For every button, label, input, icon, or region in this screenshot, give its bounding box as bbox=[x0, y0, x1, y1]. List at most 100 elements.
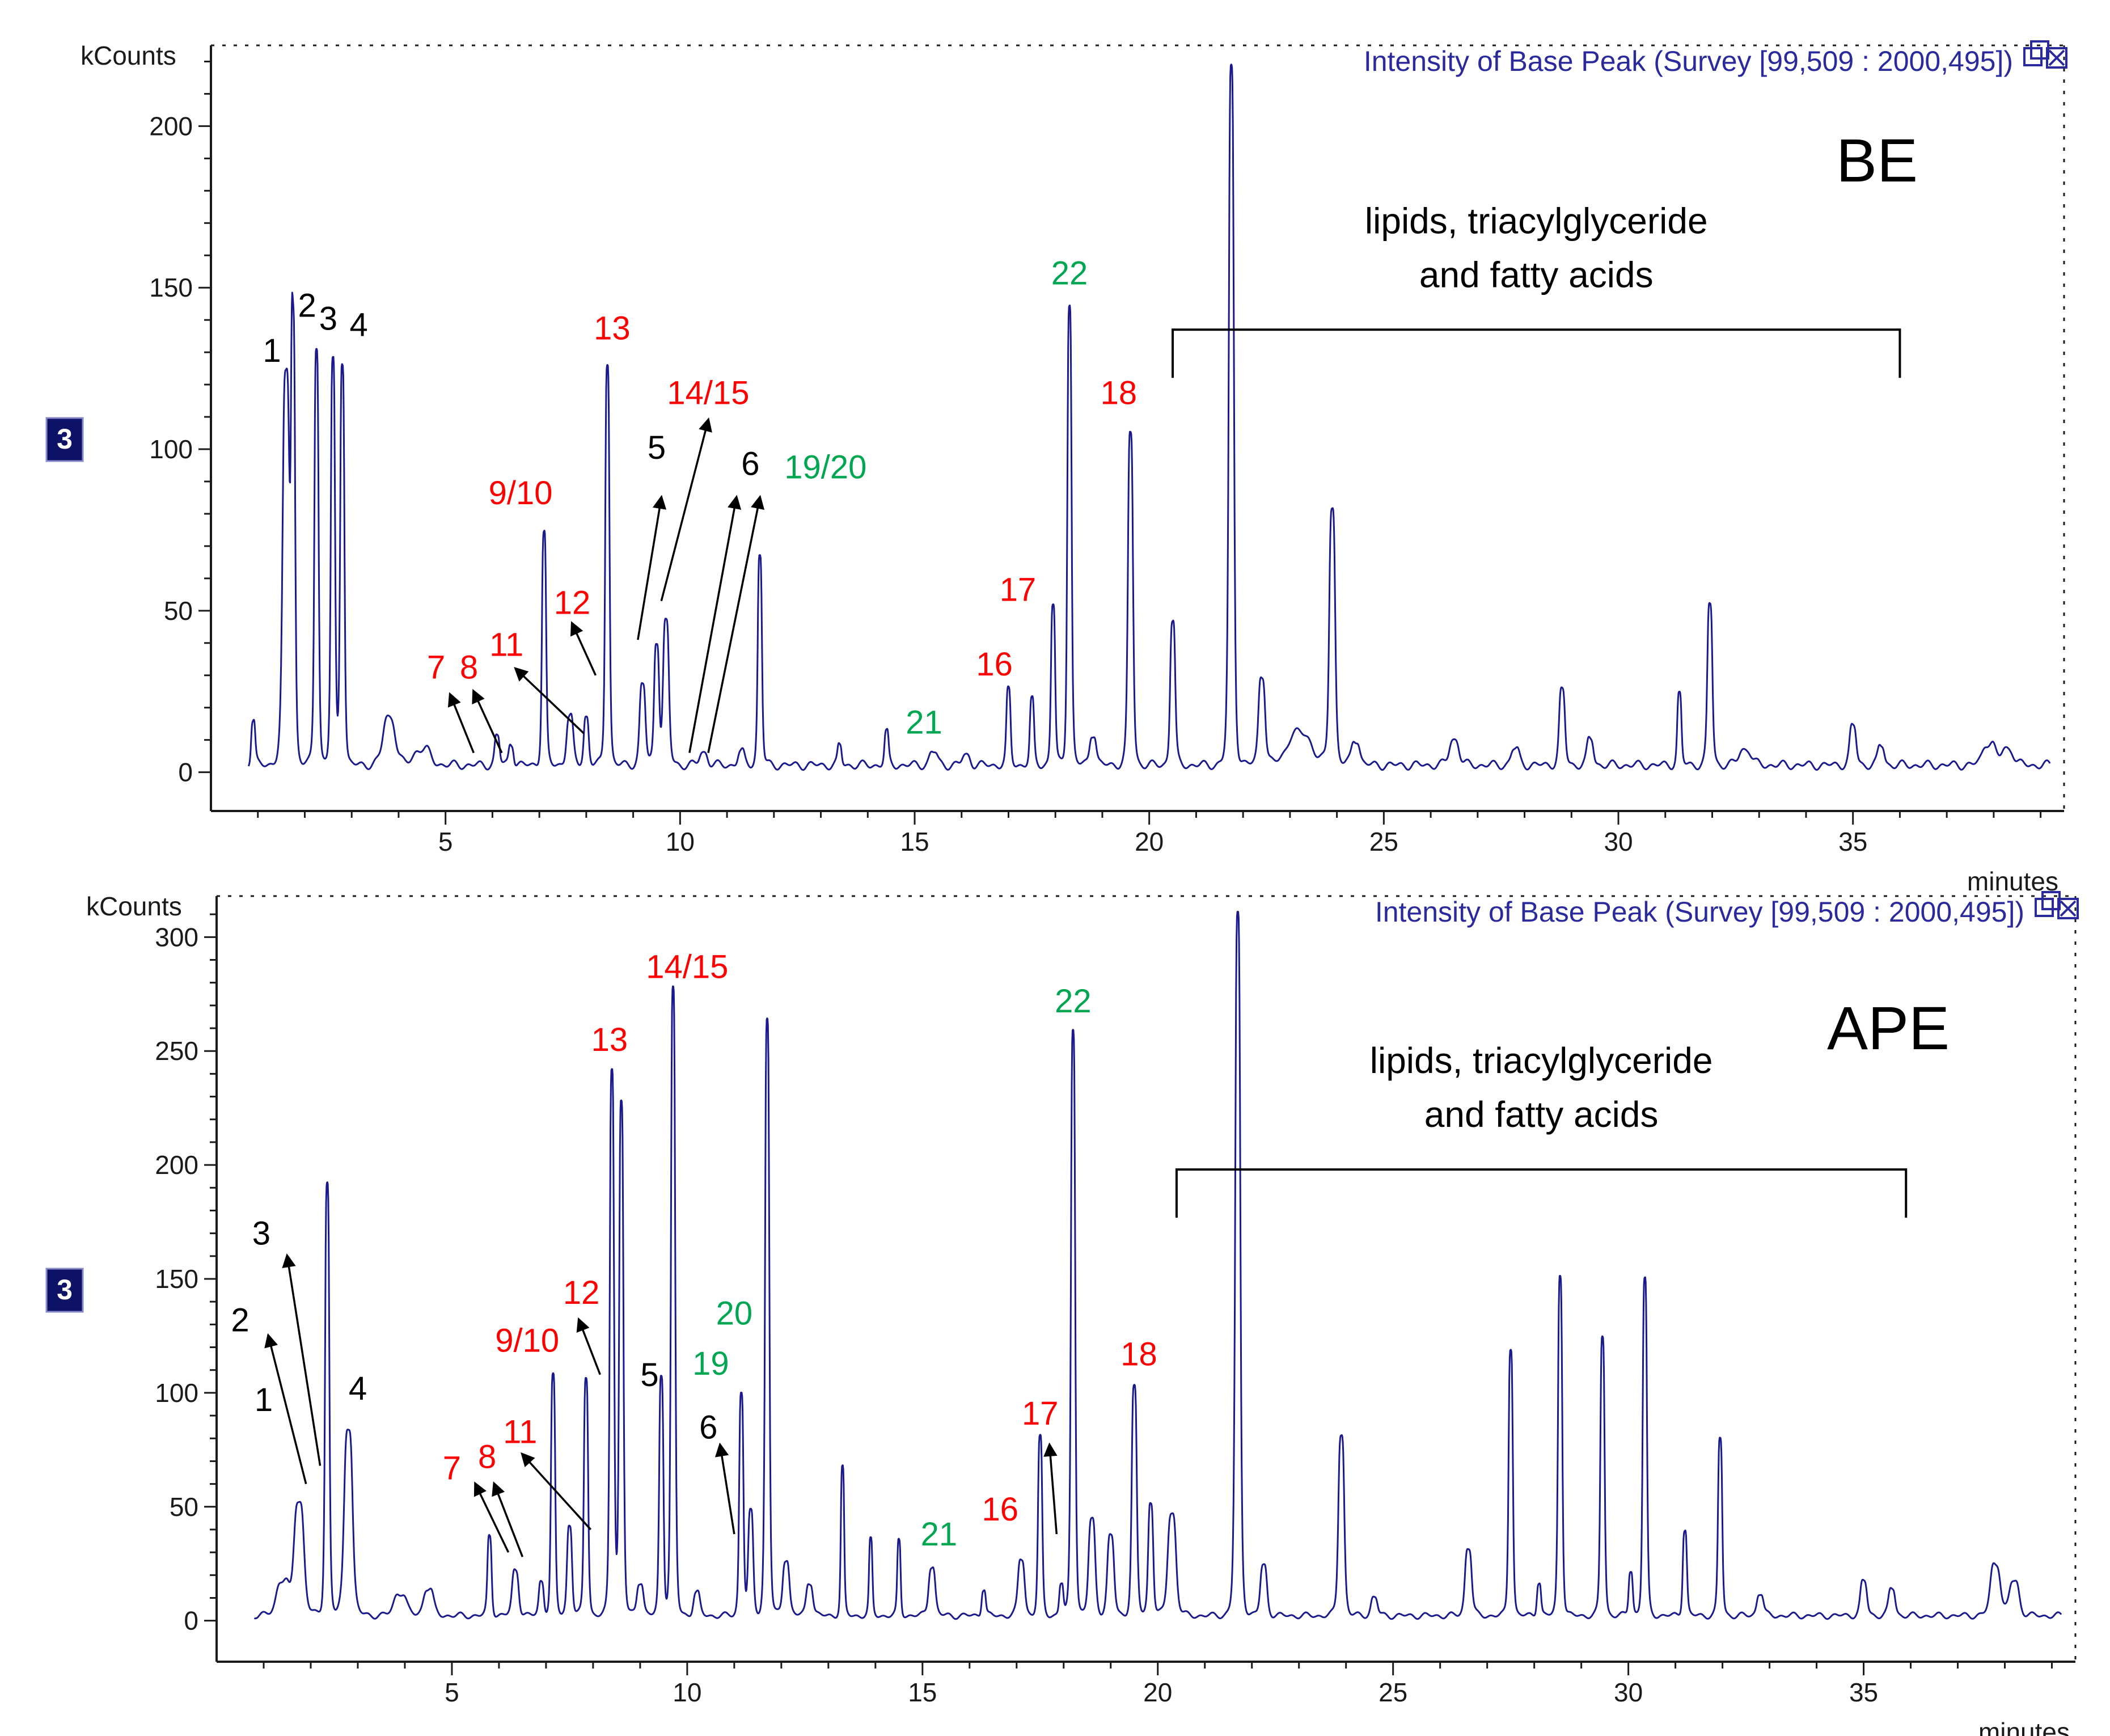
annotation-arrow bbox=[492, 1481, 524, 1557]
annotation-arrow bbox=[637, 495, 667, 640]
annotation-arrow bbox=[660, 417, 712, 602]
peak-label: 12 bbox=[554, 585, 591, 622]
y-tick-label: 200 bbox=[149, 111, 193, 141]
y-tick-label: 300 bbox=[155, 922, 198, 952]
peak-label: 1 bbox=[255, 1382, 273, 1418]
annotation-arrow bbox=[688, 495, 742, 753]
restore-icon[interactable] bbox=[2023, 47, 2043, 66]
x-tick-label: 5 bbox=[438, 827, 453, 856]
lipid-bracket bbox=[1172, 328, 1901, 378]
y-tick-label: 50 bbox=[164, 596, 193, 626]
peak-label: 21 bbox=[921, 1516, 958, 1553]
y-tick-label: 250 bbox=[155, 1036, 198, 1066]
peak-label: 12 bbox=[563, 1274, 600, 1311]
peak-label: 14/15 bbox=[667, 374, 749, 411]
base-peak-trace bbox=[253, 910, 2062, 1620]
peak-label: 21 bbox=[906, 704, 942, 741]
y-tick-label: 0 bbox=[178, 758, 193, 787]
peak-label: 8 bbox=[478, 1438, 496, 1475]
annotation-arrow bbox=[472, 689, 503, 754]
annotation-arrow bbox=[282, 1253, 322, 1466]
peak-label: 11 bbox=[503, 1413, 537, 1450]
annotation-arrow bbox=[707, 495, 765, 753]
annotation-arrow bbox=[576, 1317, 601, 1375]
peak-label: 8 bbox=[460, 649, 478, 686]
peak-label: 5 bbox=[640, 1357, 658, 1393]
trace-badge[interactable] bbox=[45, 1268, 84, 1313]
x-axis-title: minutes bbox=[1978, 1717, 2070, 1736]
peak-label: 1 bbox=[263, 332, 281, 369]
peak-label: 19/20 bbox=[784, 449, 866, 485]
peak-label: 22 bbox=[1055, 983, 1092, 1020]
y-tick-label: 200 bbox=[155, 1150, 198, 1180]
y-tick-label: 100 bbox=[155, 1378, 198, 1408]
x-tick-label: 15 bbox=[908, 1678, 937, 1707]
trace-badge[interactable] bbox=[45, 417, 84, 462]
panel-ape: 0 50 100 150 200 250 300 5 10 15 20 25 30 35 kCounts mi… bbox=[45, 891, 2079, 1736]
peak-label: 22 bbox=[1051, 255, 1088, 292]
y-tick-label: 0 bbox=[184, 1606, 198, 1636]
bracket-label: lipids, triacylglyceride bbox=[1365, 200, 1708, 241]
base-peak-trace bbox=[247, 64, 2051, 771]
peak-label: 9/10 bbox=[495, 1323, 559, 1359]
peak-label: 19 bbox=[692, 1345, 729, 1382]
sample-label: BE bbox=[1836, 126, 1918, 195]
y-tick-label: 100 bbox=[149, 434, 193, 464]
bracket-label: lipids, triacylglyceride bbox=[1370, 1040, 1713, 1081]
close-icon-cross bbox=[2060, 900, 2077, 917]
y-tick-label: 150 bbox=[149, 273, 193, 302]
peak-label: 6 bbox=[699, 1409, 717, 1446]
x-tick-label: 30 bbox=[1614, 1678, 1643, 1707]
x-tick-label: 35 bbox=[1838, 827, 1867, 856]
peak-label: 16 bbox=[982, 1491, 1018, 1528]
x-tick-label: 25 bbox=[1369, 827, 1398, 856]
x-tick-label: 10 bbox=[673, 1678, 701, 1707]
peak-label: 11 bbox=[489, 627, 523, 664]
trace-badge-label: 3 bbox=[57, 423, 73, 455]
y-tick-label: 150 bbox=[155, 1264, 198, 1294]
trace-badge-label: 3 bbox=[57, 1274, 73, 1306]
y-tick-label: 50 bbox=[170, 1492, 198, 1522]
annotation-arrow bbox=[473, 1481, 510, 1553]
peak-label: 2 bbox=[298, 287, 316, 324]
close-icon[interactable] bbox=[2046, 47, 2067, 69]
peak-label: 6 bbox=[741, 446, 759, 483]
close-icon-cross bbox=[2048, 49, 2065, 66]
y-axis-title: kCounts bbox=[86, 892, 182, 921]
annotation-arrow bbox=[521, 1452, 592, 1531]
peak-label: 14/15 bbox=[646, 949, 728, 986]
bracket-label: and fatty acids bbox=[1424, 1094, 1659, 1135]
peak-label: 17 bbox=[1000, 572, 1037, 609]
y-axis-title: kCounts bbox=[81, 41, 176, 70]
window-controls[interactable] bbox=[2023, 40, 2067, 69]
peak-label: 5 bbox=[648, 429, 666, 466]
peak-label: 3 bbox=[319, 300, 337, 337]
bracket-label: and fatty acids bbox=[1419, 254, 1654, 295]
peak-label: 9/10 bbox=[489, 475, 553, 512]
peak-label: 4 bbox=[349, 1370, 367, 1407]
x-tick-label: 20 bbox=[1143, 1678, 1172, 1707]
peak-label: 7 bbox=[427, 649, 445, 686]
annotation-arrow bbox=[447, 692, 475, 754]
peak-label: 13 bbox=[594, 310, 631, 347]
peak-label: 3 bbox=[252, 1215, 270, 1252]
peak-label: 20 bbox=[716, 1295, 753, 1332]
x-tick-label: 10 bbox=[666, 827, 695, 856]
sample-label: APE bbox=[1827, 994, 1950, 1062]
annotation-arrow bbox=[514, 666, 585, 734]
chart-title: Intensity of Base Peak (Survey [99,509 :… bbox=[1364, 45, 2013, 77]
x-tick-label: 35 bbox=[1849, 1678, 1878, 1707]
peak-label: 17 bbox=[1022, 1395, 1059, 1432]
annotation-arrow bbox=[1043, 1442, 1058, 1535]
annotation-arrow bbox=[714, 1442, 735, 1535]
close-icon[interactable] bbox=[2057, 898, 2079, 919]
restore-icon[interactable] bbox=[2035, 898, 2054, 917]
x-tick-label: 25 bbox=[1379, 1678, 1407, 1707]
peak-label: 2 bbox=[231, 1302, 249, 1338]
window-controls[interactable] bbox=[2035, 891, 2079, 919]
peak-label: 18 bbox=[1101, 374, 1138, 411]
x-tick-label: 15 bbox=[900, 827, 929, 856]
peak-label: 7 bbox=[443, 1450, 461, 1487]
